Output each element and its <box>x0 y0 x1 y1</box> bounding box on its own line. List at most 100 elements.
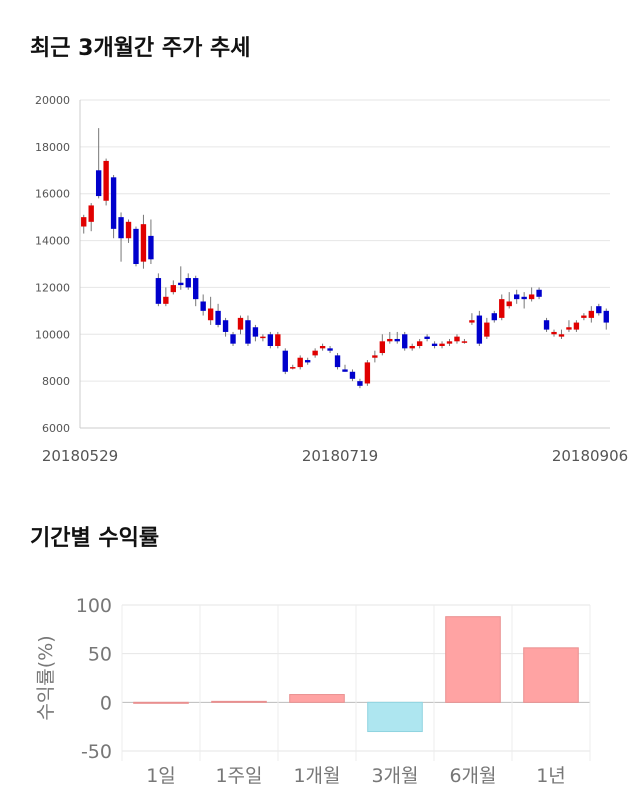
candle-body <box>596 306 602 314</box>
candle-body <box>125 221 132 239</box>
candle-body <box>200 301 206 311</box>
candle-body <box>260 336 266 339</box>
candle-body <box>551 331 557 335</box>
x-tick-label: 1주일 <box>215 765 262 787</box>
candle-body <box>88 205 94 222</box>
y-tick-label: 14000 <box>35 235 70 248</box>
candle-body <box>446 341 453 344</box>
x-tick-label: 1일 <box>146 765 176 787</box>
candle-body <box>588 310 595 318</box>
candle-body <box>155 278 162 304</box>
candlestick-chart: 20000 18000 16000 14000 12000 10000 8000 6000 20… <box>35 94 628 465</box>
candle-body <box>476 315 483 344</box>
candle-body <box>148 235 154 260</box>
candle-body <box>424 336 430 339</box>
candle-body <box>394 338 400 342</box>
candle-body <box>364 362 371 384</box>
y-tick-label: 16000 <box>35 188 70 201</box>
candle-body <box>431 343 438 346</box>
candle-body <box>536 289 542 297</box>
candle-body <box>163 296 169 304</box>
candle-body <box>402 334 408 349</box>
candle-body <box>514 294 520 300</box>
x-tick-label: 6개월 <box>449 765 496 787</box>
candle-body <box>140 224 147 262</box>
bar <box>367 701 423 733</box>
bar <box>133 701 189 704</box>
candle-body <box>528 294 535 300</box>
candle-body <box>215 310 221 325</box>
candle-body <box>267 334 274 346</box>
y-tick-label: 8000 <box>42 375 70 388</box>
y-tick-label: 12000 <box>35 281 70 294</box>
candle-body <box>118 217 124 239</box>
candle-body <box>327 348 333 351</box>
candle-body <box>521 296 527 300</box>
returns-title: 기간별 수익률 <box>30 526 160 551</box>
candle-body <box>110 177 117 229</box>
candle-body <box>334 355 341 368</box>
candle-body <box>342 369 348 372</box>
candle-body <box>409 346 415 349</box>
candle-body <box>222 320 229 332</box>
x-tick-label: 3개월 <box>371 765 418 787</box>
candle-body <box>237 317 244 330</box>
candle-body <box>245 320 251 344</box>
price-trend-title: 최근 3개월간 주가 추세 <box>30 36 251 61</box>
candle-body <box>275 334 281 346</box>
candle-body <box>185 278 191 288</box>
y-tick-label: 6000 <box>42 422 70 435</box>
candle-body <box>439 343 445 346</box>
y-tick-label: 10000 <box>35 328 70 341</box>
candle-body <box>304 360 311 363</box>
y-tick-label: 18000 <box>35 141 70 154</box>
y-tick-label: 100 <box>76 595 112 617</box>
x-tick-label: 20180719 <box>302 447 378 465</box>
candle-body <box>491 313 497 321</box>
y-tick-label: -50 <box>81 741 112 763</box>
candle-body <box>454 336 460 342</box>
x-tick-label: 20180906 <box>552 447 628 465</box>
candle-body <box>178 282 184 286</box>
candle-body <box>499 299 505 318</box>
candle-body <box>282 350 288 372</box>
candle-body <box>290 367 296 369</box>
candle-body <box>170 285 176 293</box>
candle-body <box>484 322 490 337</box>
bar <box>445 616 501 703</box>
candle-body <box>230 334 236 344</box>
y-tick-label: 50 <box>88 644 112 666</box>
candle-body <box>357 381 363 386</box>
x-tick-label: 20180529 <box>42 447 118 465</box>
candle-body <box>193 278 199 300</box>
candle-body <box>379 341 386 354</box>
bar <box>289 694 345 703</box>
bar <box>523 647 579 703</box>
candle-body <box>349 371 356 379</box>
candle-body <box>133 228 139 264</box>
candle-body <box>252 327 259 337</box>
candle-body <box>506 301 512 307</box>
candle-body <box>81 217 87 227</box>
candle-body <box>573 322 580 330</box>
candle-body <box>543 320 550 330</box>
candle-body <box>95 170 102 197</box>
x-tick-label: 1개월 <box>293 765 340 787</box>
candle-body <box>312 350 318 356</box>
bar <box>211 700 267 703</box>
returns-bar-chart: 100 50 0 -50 1일 1주일 1개월 3개월 6개월 1년 수익률(%) <box>35 595 591 787</box>
candle-body <box>581 315 587 318</box>
candle-body <box>566 327 572 330</box>
candle-body <box>103 160 109 201</box>
candle-body <box>297 357 303 368</box>
candle-body <box>558 334 565 337</box>
candle-body <box>207 308 214 321</box>
candle-body <box>416 341 423 346</box>
y-tick-label: 20000 <box>35 94 70 107</box>
y-axis-label: 수익률(%) <box>35 635 57 720</box>
candle-body <box>603 310 609 323</box>
x-tick-label: 1년 <box>536 765 566 787</box>
candle-body <box>372 355 378 358</box>
candle-body <box>469 320 475 323</box>
candle-body <box>461 341 468 343</box>
